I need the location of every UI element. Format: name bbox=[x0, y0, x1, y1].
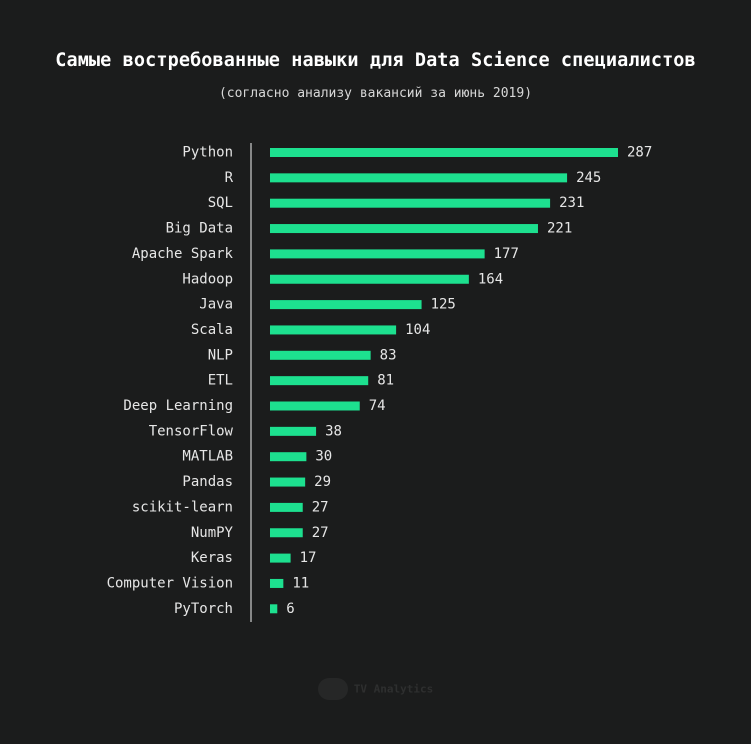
bar bbox=[270, 604, 278, 614]
bars bbox=[270, 148, 618, 614]
value-label: 83 bbox=[380, 347, 397, 363]
bar bbox=[270, 578, 284, 588]
category-label: ETL bbox=[208, 373, 233, 389]
bar bbox=[270, 173, 568, 183]
category-labels: Python R SQL Big Data Apache Spark Hadoop Java… bbox=[107, 145, 234, 617]
category-label: SQL bbox=[208, 195, 233, 211]
bar bbox=[270, 300, 422, 310]
value-label: 287 bbox=[627, 145, 652, 161]
value-label: 11 bbox=[292, 575, 309, 591]
value-label: 29 bbox=[314, 474, 331, 490]
category-label: MATLAB bbox=[182, 449, 233, 465]
category-label: Scala bbox=[191, 322, 233, 338]
category-label: Big Data bbox=[166, 221, 233, 237]
category-label: TensorFlow bbox=[149, 423, 234, 439]
value-label: 177 bbox=[494, 246, 519, 262]
chart-subtitle: (согласно анализу вакансий за июнь 2019) bbox=[218, 86, 533, 101]
bar bbox=[270, 502, 303, 512]
value-label: 125 bbox=[431, 297, 456, 313]
bar bbox=[270, 198, 551, 208]
bar bbox=[270, 477, 306, 487]
bar bbox=[270, 401, 360, 411]
value-label: 74 bbox=[369, 398, 386, 414]
category-label: Apache Spark bbox=[132, 246, 234, 262]
value-label: 245 bbox=[576, 170, 601, 186]
value-label: 221 bbox=[547, 221, 572, 237]
category-label: Python bbox=[182, 145, 233, 161]
value-label: 17 bbox=[300, 550, 317, 566]
category-label: R bbox=[225, 170, 234, 186]
watermark-logo-icon bbox=[317, 678, 348, 700]
value-label: 104 bbox=[405, 322, 430, 338]
category-label: Pandas bbox=[182, 474, 233, 490]
bar bbox=[270, 553, 291, 563]
bar bbox=[270, 452, 307, 462]
value-label: 27 bbox=[312, 525, 329, 541]
category-label: scikit-learn bbox=[132, 499, 233, 515]
category-label: Keras bbox=[191, 550, 233, 566]
watermark-text: TV Analytics bbox=[353, 682, 434, 696]
value-label: 30 bbox=[315, 449, 332, 465]
bar bbox=[270, 249, 485, 259]
category-label: Deep Learning bbox=[123, 398, 233, 414]
value-label: 81 bbox=[377, 373, 394, 389]
value-label: 6 bbox=[286, 601, 294, 617]
category-label: Computer Vision bbox=[107, 575, 233, 591]
value-label: 27 bbox=[312, 499, 329, 515]
category-label: Java bbox=[199, 297, 233, 313]
watermark: TV Analytics bbox=[0, 678, 751, 700]
category-label: NLP bbox=[208, 347, 233, 363]
value-label: 164 bbox=[478, 271, 503, 287]
bar bbox=[270, 148, 618, 157]
category-label: Hadoop bbox=[182, 271, 233, 287]
bar bbox=[270, 376, 369, 386]
category-label: NumPY bbox=[191, 525, 234, 541]
bar bbox=[270, 325, 397, 335]
bar bbox=[270, 224, 538, 234]
value-label: 231 bbox=[559, 195, 584, 211]
bar bbox=[270, 274, 469, 284]
bar bbox=[270, 350, 371, 360]
bar bbox=[270, 426, 317, 436]
chart-title: Самые востребованные навыки для Data Sci… bbox=[55, 50, 696, 71]
bar bbox=[270, 528, 303, 538]
value-label: 38 bbox=[325, 423, 342, 439]
category-label: PyTorch bbox=[174, 601, 233, 617]
